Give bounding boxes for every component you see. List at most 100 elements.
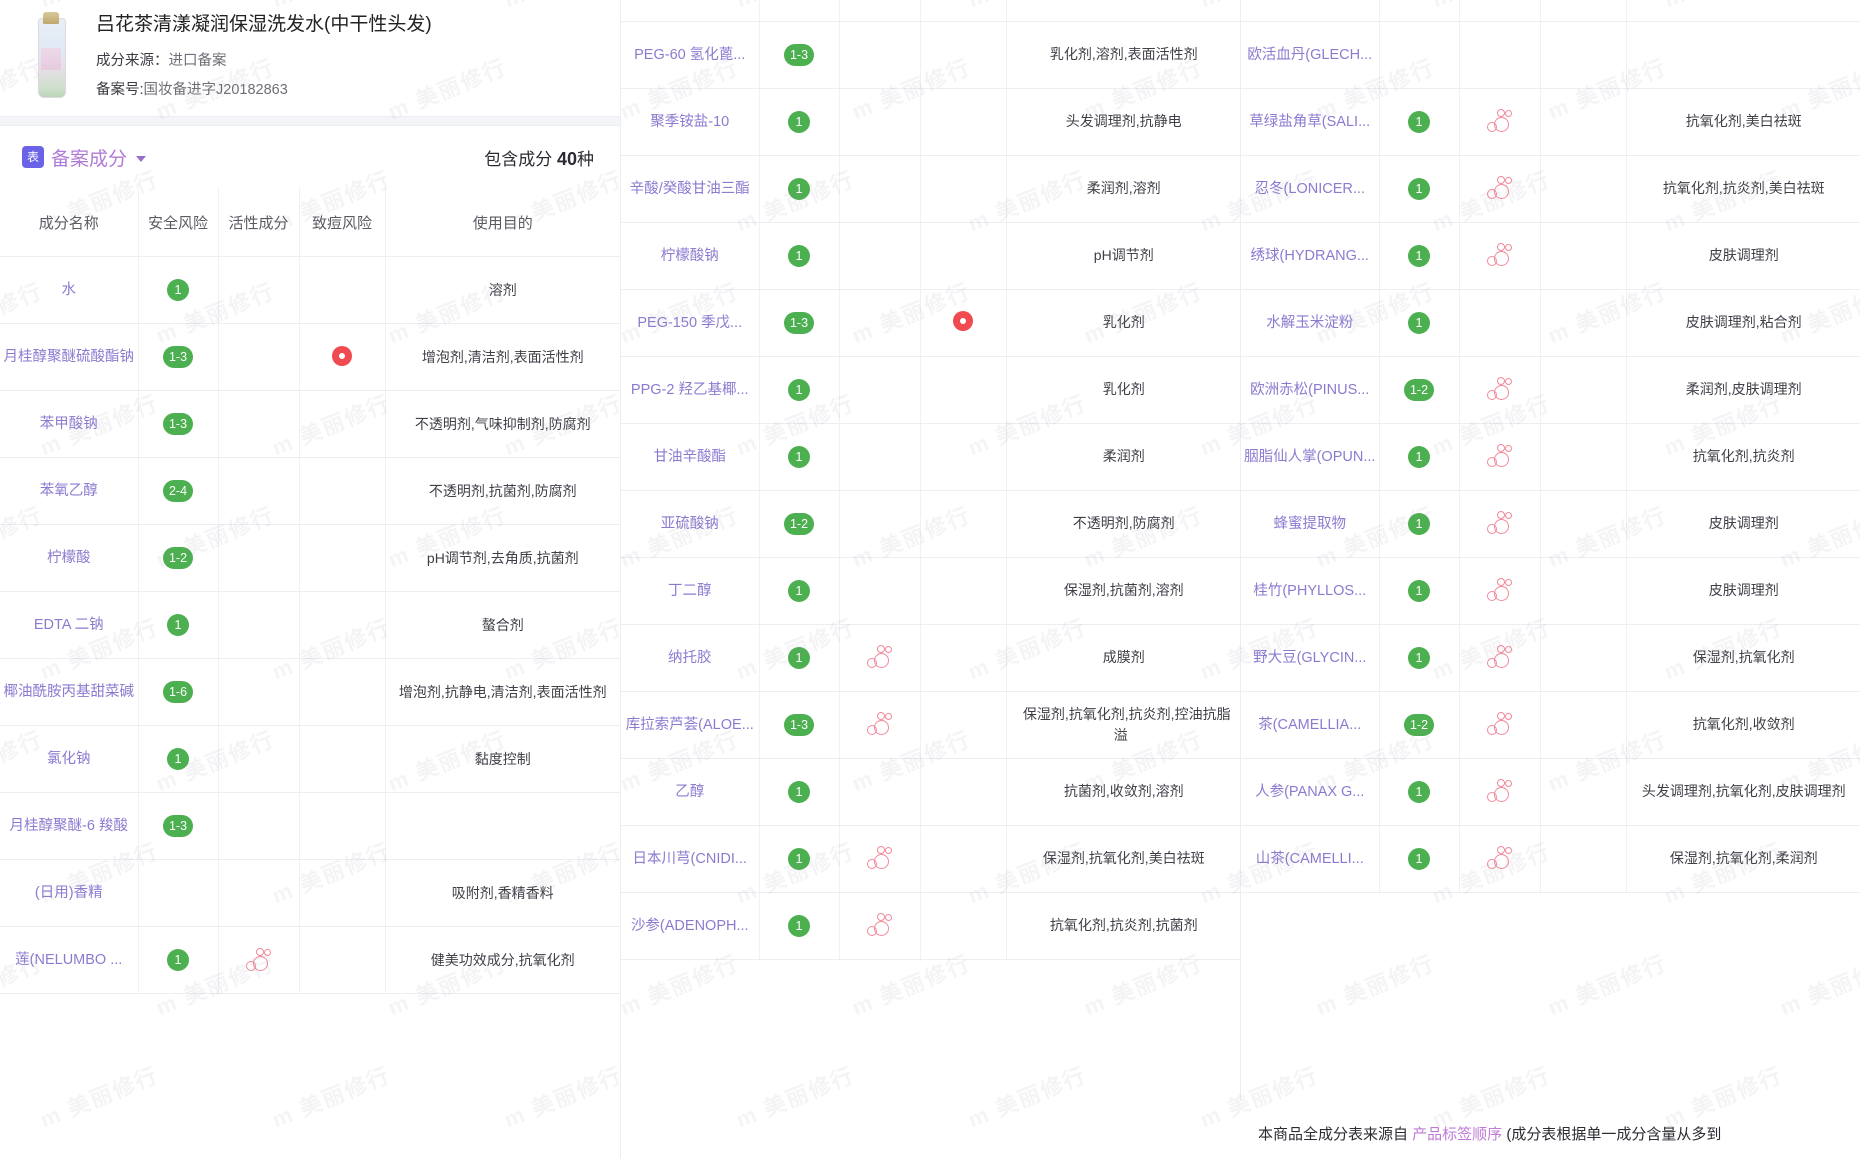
table-row[interactable]: 山茶(CAMELLI... 1 保湿剂,抗氧化剂,柔润剂 <box>1241 825 1860 893</box>
cell-ingredient-name[interactable]: (日用)香精 <box>0 859 139 927</box>
cell-purpose: 头发调理剂,抗静电 <box>1006 88 1241 156</box>
cell-ingredient-name[interactable]: 蜂蜜提取物 <box>1241 490 1380 558</box>
table-row[interactable]: (日用)香精 吸附剂,香精香料 <box>0 859 620 927</box>
table-row[interactable]: 人参(PANAX G... 1 头发调理剂,抗氧化剂,皮肤调理剂 <box>1241 758 1860 826</box>
cell-ingredient-name[interactable]: 氯化钠 <box>0 725 139 793</box>
col-header-purpose[interactable]: 使用目的 <box>385 188 620 257</box>
table-row[interactable]: 草绿盐角草(SALI... 1 抗氧化剂,美白祛斑 <box>1241 88 1860 156</box>
cell-active-ingredient <box>218 926 300 994</box>
cell-ingredient-name[interactable]: 茶(CAMELLIA... <box>1241 691 1380 759</box>
table-row[interactable]: PPG-2 羟乙基椰... 1 乳化剂 <box>621 356 1241 424</box>
table-row[interactable]: 蜂蜜提取物 1 皮肤调理剂 <box>1241 490 1860 558</box>
cell-ingredient-name[interactable]: 忍冬(LONICER... <box>1241 155 1380 223</box>
table-row[interactable]: 欧活血丹(GLECH... <box>1241 21 1860 89</box>
table-row[interactable]: 短柄野芝麻(LAMI...1 抗氧化剂,抗炎剂,美白祛斑 <box>1241 0 1860 22</box>
col-header-acne[interactable]: 致痘风险 <box>299 188 386 257</box>
table-row[interactable]: 胭脂仙人掌(OPUN... 1 抗氧化剂,抗炎剂 <box>1241 423 1860 491</box>
table-row[interactable]: 日本川芎(CNIDI... 1 保湿剂,抗氧化剂,美白祛斑 <box>621 825 1241 893</box>
cell-ingredient-name[interactable]: 纳托胶 <box>621 624 760 692</box>
cell-ingredient-name[interactable]: 乙基己基甘油 <box>621 0 760 22</box>
cell-ingredient-name[interactable]: 库拉索芦荟(ALOE... <box>621 691 760 759</box>
cell-active-ingredient <box>218 859 300 927</box>
table-row[interactable]: EDTA 二钠 1 螯合剂 <box>0 591 620 659</box>
cell-ingredient-name[interactable]: 聚季铵盐-10 <box>621 88 760 156</box>
table-row[interactable]: 绣球(HYDRANG... 1 皮肤调理剂 <box>1241 222 1860 290</box>
product-record-row: 备案号:国妆备进字J20182863 <box>96 78 602 102</box>
cell-ingredient-name[interactable]: 水 <box>0 256 139 324</box>
cell-ingredient-name[interactable]: 胭脂仙人掌(OPUN... <box>1241 423 1380 491</box>
cell-acne-risk <box>1540 88 1627 156</box>
cell-ingredient-name[interactable]: 山茶(CAMELLI... <box>1241 825 1380 893</box>
table-row[interactable]: 莲(NELUMBO ... 1 健美功效成分,抗氧化剂 <box>0 926 620 994</box>
cell-acne-risk <box>1540 758 1627 826</box>
table-row[interactable]: 氯化钠 1 黏度控制 <box>0 725 620 793</box>
cell-ingredient-name[interactable]: 绣球(HYDRANG... <box>1241 222 1380 290</box>
table-row[interactable]: 苯氧乙醇 2-4 不透明剂,抗菌剂,防腐剂 <box>0 457 620 525</box>
cell-ingredient-name[interactable]: 短柄野芝麻(LAMI... <box>1241 0 1380 22</box>
cell-ingredient-name[interactable]: 草绿盐角草(SALI... <box>1241 88 1380 156</box>
bottle-label <box>41 48 61 70</box>
cell-ingredient-name[interactable]: 野大豆(GLYCIN... <box>1241 624 1380 692</box>
col-header-name[interactable]: 成分名称 <box>0 188 139 257</box>
table-row[interactable]: 乙醇 1 抗菌剂,收敛剂,溶剂 <box>621 758 1241 826</box>
table-row[interactable]: 桂竹(PHYLLOS... 1 皮肤调理剂 <box>1241 557 1860 625</box>
table-row[interactable]: 甘油辛酸酯 1 柔润剂 <box>621 423 1241 491</box>
cell-ingredient-name[interactable]: 日本川芎(CNIDI... <box>621 825 760 893</box>
cell-ingredient-name[interactable]: 苯氧乙醇 <box>0 457 139 525</box>
table-row[interactable]: 丁二醇 1 保湿剂,抗菌剂,溶剂 <box>621 557 1241 625</box>
cell-ingredient-name[interactable]: 苯甲酸钠 <box>0 390 139 458</box>
footnote-link[interactable]: 产品标签顺序 <box>1412 1126 1503 1143</box>
cell-acne-risk <box>1540 0 1627 22</box>
cell-ingredient-name[interactable]: 欧洲赤松(PINUS... <box>1241 356 1380 424</box>
table-row[interactable]: 野大豆(GLYCIN... 1 保湿剂,抗氧化剂 <box>1241 624 1860 692</box>
cell-ingredient-name[interactable]: 人参(PANAX G... <box>1241 758 1380 826</box>
table-row[interactable]: 水 1 溶剂 <box>0 256 620 324</box>
cell-ingredient-name[interactable]: 亚硫酸钠 <box>621 490 760 558</box>
cell-acne-risk <box>920 0 1007 22</box>
cell-ingredient-name[interactable]: 丁二醇 <box>621 557 760 625</box>
cell-ingredient-name[interactable]: 月桂醇聚醚-6 羧酸 <box>0 792 139 860</box>
col-header-active[interactable]: 活性成分 <box>218 188 300 257</box>
col-header-safety[interactable]: 安全风险 <box>138 188 219 257</box>
table-row[interactable]: 欧洲赤松(PINUS... 1-2 柔润剂,皮肤调理剂 <box>1241 356 1860 424</box>
table-row[interactable]: 纳托胶 1 成膜剂 <box>621 624 1241 692</box>
cell-purpose: 抗菌剂,收敛剂,溶剂 <box>1006 758 1241 826</box>
table-row[interactable]: 水解玉米淀粉 1 皮肤调理剂,粘合剂 <box>1241 289 1860 357</box>
cell-ingredient-name[interactable]: 乙醇 <box>621 758 760 826</box>
table-row[interactable]: 沙参(ADENOPH... 1 抗氧化剂,抗炎剂,抗菌剂 <box>621 892 1241 960</box>
table-row[interactable]: 苯甲酸钠 1-3 不透明剂,气味抑制剂,防腐剂 <box>0 390 620 458</box>
cell-ingredient-name[interactable]: PEG-150 季戊... <box>621 289 760 357</box>
table-row[interactable]: PEG-60 氢化蓖... 1-3 乳化剂,溶剂,表面活性剂 <box>621 21 1241 89</box>
cell-ingredient-name[interactable]: 柠檬酸 <box>0 524 139 592</box>
table-row[interactable]: 乙基己基甘油2 保湿剂,抗菌剂,柔润剂 <box>621 0 1241 22</box>
table-row[interactable]: 亚硫酸钠 1-2 不透明剂,防腐剂 <box>621 490 1241 558</box>
cell-ingredient-name[interactable]: 莲(NELUMBO ... <box>0 926 139 994</box>
table-row[interactable]: PEG-150 季戊... 1-3 乳化剂 <box>621 289 1241 357</box>
table-row[interactable]: 椰油酰胺丙基甜菜碱 1-6 增泡剂,抗静电,清洁剂,表面活性剂 <box>0 658 620 726</box>
cell-active-ingredient <box>218 524 300 592</box>
cell-ingredient-name[interactable]: PEG-60 氢化蓖... <box>621 21 760 89</box>
table-row[interactable]: 聚季铵盐-10 1 头发调理剂,抗静电 <box>621 88 1241 156</box>
table-row[interactable]: 忍冬(LONICER... 1 抗氧化剂,抗炎剂,美白祛斑 <box>1241 155 1860 223</box>
table-row[interactable]: 月桂醇聚醚-6 羧酸 1-3 <box>0 792 620 860</box>
table-row[interactable]: 月桂醇聚醚硫酸酯钠 1-3 增泡剂,清洁剂,表面活性剂 <box>0 323 620 391</box>
cell-ingredient-name[interactable]: 月桂醇聚醚硫酸酯钠 <box>0 323 139 391</box>
cell-ingredient-name[interactable]: 水解玉米淀粉 <box>1241 289 1380 357</box>
cell-ingredient-name[interactable]: 桂竹(PHYLLOS... <box>1241 557 1380 625</box>
table-row[interactable]: 柠檬酸 1-2 pH调节剂,去角质,抗菌剂 <box>0 524 620 592</box>
cell-ingredient-name[interactable]: 甘油辛酸酯 <box>621 423 760 491</box>
cell-ingredient-name[interactable]: 欧活血丹(GLECH... <box>1241 21 1380 89</box>
cell-ingredient-name[interactable]: EDTA 二钠 <box>0 591 139 659</box>
cell-ingredient-name[interactable]: 椰油酰胺丙基甜菜碱 <box>0 658 139 726</box>
cell-ingredient-name[interactable]: PPG-2 羟乙基椰... <box>621 356 760 424</box>
record-ingredients-dropdown[interactable]: 表 备案成分 <box>22 144 147 171</box>
cell-ingredient-name[interactable]: 柠檬酸钠 <box>621 222 760 290</box>
table-row[interactable]: 茶(CAMELLIA... 1-2 抗氧化剂,收敛剂 <box>1241 691 1860 759</box>
table-row[interactable]: 辛酸/癸酸甘油三酯 1 柔润剂,溶剂 <box>621 155 1241 223</box>
table-row[interactable]: 柠檬酸钠 1 pH调节剂 <box>621 222 1241 290</box>
cell-ingredient-name[interactable]: 辛酸/癸酸甘油三酯 <box>621 155 760 223</box>
table-row[interactable]: 库拉索芦荟(ALOE... 1-3 保湿剂,抗氧化剂,抗炎剂,控油抗脂溢 <box>621 691 1241 759</box>
cell-ingredient-name[interactable]: 沙参(ADENOPH... <box>621 892 760 960</box>
cell-purpose: 吸附剂,香精香料 <box>385 859 620 927</box>
panel-left: 吕花茶清漾凝润保湿洗发水(中干性头发) 成分来源：进口备案 备案号:国妆备进字J… <box>0 0 620 1158</box>
